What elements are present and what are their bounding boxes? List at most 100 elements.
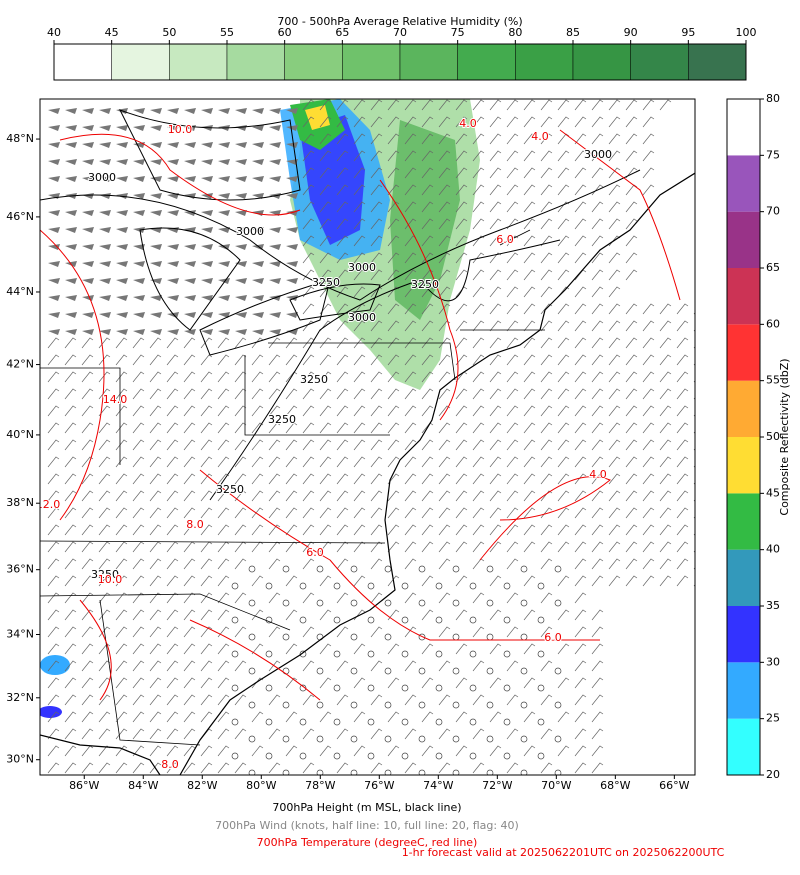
wind-barb <box>184 261 196 267</box>
wind-barb <box>336 456 349 468</box>
lon-tick-label: 70°W <box>541 779 571 792</box>
wind-barb <box>133 210 145 216</box>
wind-barb <box>523 354 536 366</box>
wind-barb <box>99 278 111 284</box>
calm-marker <box>282 565 290 573</box>
wind-barb <box>659 439 672 451</box>
wind-barb <box>370 303 383 315</box>
wind-barb <box>115 490 128 502</box>
wind-barb <box>353 524 366 536</box>
calm-marker <box>469 616 477 624</box>
wind-barb <box>574 354 587 366</box>
wind-barb <box>574 456 587 468</box>
wind-barb <box>251 473 264 485</box>
wind-barb <box>183 762 196 774</box>
wind-barb <box>472 354 485 366</box>
wind-barb <box>574 133 587 145</box>
calm-marker <box>367 650 375 658</box>
wind-barb <box>574 490 587 502</box>
wind-barb <box>387 405 400 417</box>
wind-barb <box>591 507 604 519</box>
wind-barb <box>574 320 587 332</box>
wind-barb <box>574 694 587 706</box>
wind-barb <box>404 626 417 638</box>
wind-barb <box>693 550 695 553</box>
wind-barb <box>523 541 536 553</box>
wind-barb <box>642 354 655 366</box>
wind-barb <box>353 439 366 451</box>
wind-barb <box>200 439 213 451</box>
wind-barb <box>302 116 315 128</box>
wind-barb <box>591 439 604 451</box>
wind-barb <box>150 329 162 335</box>
wind-barb <box>132 422 145 434</box>
wind-barb <box>353 711 366 723</box>
wind-barb <box>438 286 451 298</box>
wind-barb <box>116 142 128 148</box>
wind-barb <box>421 150 434 162</box>
wind-barb <box>234 507 247 519</box>
wind-barb <box>235 278 247 284</box>
height-label: 3250 <box>300 373 328 386</box>
lon-tick-label: 68°W <box>600 779 630 792</box>
wind-barb <box>404 286 417 298</box>
wind-barb <box>387 269 400 281</box>
wind-barb <box>200 473 213 485</box>
wind-barb <box>421 609 434 621</box>
wind-barb <box>472 337 485 349</box>
wind-barb <box>218 159 230 165</box>
wind-barb <box>370 150 383 162</box>
lat-tick-label: 40°N <box>6 428 34 441</box>
wind-barb <box>591 235 604 247</box>
wind-barb <box>285 609 298 621</box>
wind-barb <box>200 626 213 638</box>
humidity-area <box>390 120 460 320</box>
wind-barb <box>591 303 604 315</box>
wind-barb <box>540 524 553 536</box>
colorbar-tick-label: 80 <box>508 26 522 39</box>
wind-barb <box>523 184 536 196</box>
wind-barb <box>591 558 604 570</box>
wind-barb <box>81 677 94 689</box>
wind-barb <box>676 456 689 468</box>
lat-tick-label: 48°N <box>6 132 34 145</box>
wind-barb <box>217 762 230 774</box>
wind-barb <box>302 626 315 638</box>
wind-barb <box>268 524 281 536</box>
wind-barb <box>404 167 417 179</box>
wind-barb <box>472 660 485 672</box>
wind-barb <box>150 295 162 301</box>
wind-barb <box>167 261 179 267</box>
calm-marker <box>248 667 256 675</box>
colorbar-tick-label: 90 <box>624 26 638 39</box>
wind-barb <box>217 575 230 587</box>
wind-barb <box>472 371 485 383</box>
wind-barb <box>574 762 587 774</box>
wind-barb <box>370 541 383 553</box>
wind-barb <box>404 439 417 451</box>
calm-marker <box>520 667 528 675</box>
wind-barb <box>540 320 553 332</box>
wind-barb <box>557 252 570 264</box>
wind-barb <box>404 133 417 145</box>
wind-barb <box>693 346 695 349</box>
wind-barb <box>65 295 77 301</box>
wind-barb <box>370 218 383 230</box>
wind-barb <box>404 728 417 740</box>
wind-barb <box>387 99 400 111</box>
wind-barb <box>336 252 349 264</box>
wind-barb <box>64 694 77 706</box>
wind-barb <box>455 575 468 587</box>
wind-barb <box>489 541 502 553</box>
colorbar-tick-label: 40 <box>766 543 780 556</box>
wind-barb <box>115 371 128 383</box>
wind-barb <box>166 677 179 689</box>
lon-tick-label: 76°W <box>364 779 394 792</box>
wind-barb <box>48 108 60 114</box>
wind-barb <box>659 422 672 434</box>
colorbar-tick-label: 85 <box>566 26 580 39</box>
wind-barb <box>269 108 281 114</box>
wind-barb <box>557 320 570 332</box>
wind-barb <box>302 184 315 196</box>
wind-barb <box>608 184 621 196</box>
